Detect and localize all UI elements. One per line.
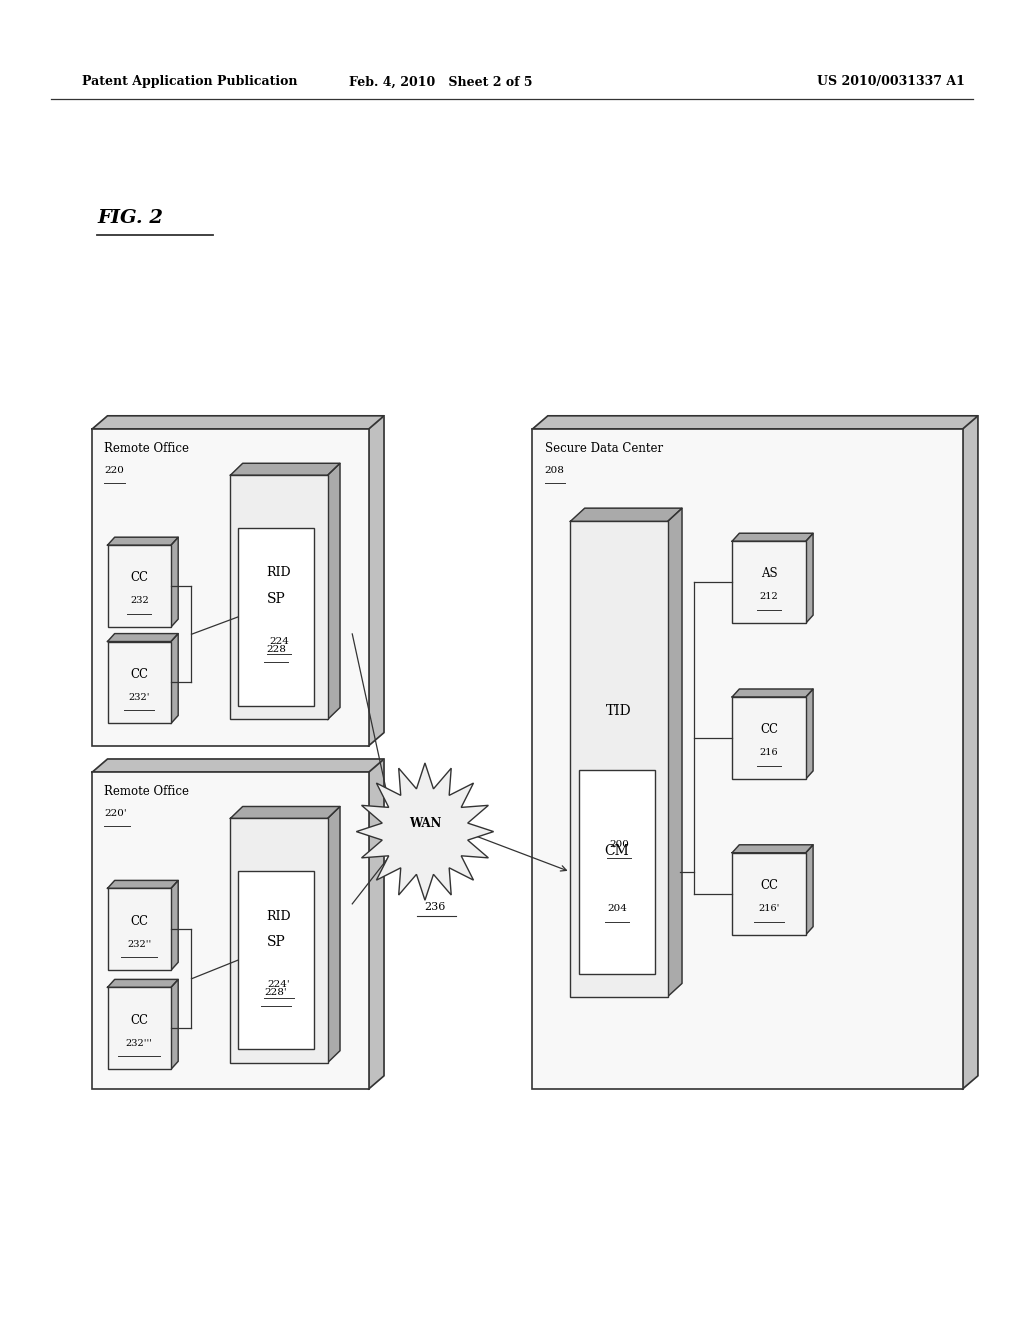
- Text: CC: CC: [130, 668, 148, 681]
- Text: 228: 228: [266, 644, 286, 653]
- Bar: [732, 697, 806, 779]
- Text: Secure Data Center: Secure Data Center: [545, 442, 663, 455]
- Polygon shape: [732, 689, 813, 697]
- Text: RID: RID: [266, 909, 292, 923]
- Polygon shape: [171, 537, 178, 627]
- Text: 204: 204: [607, 904, 627, 913]
- Polygon shape: [92, 416, 384, 429]
- Text: 200: 200: [609, 840, 629, 849]
- Polygon shape: [314, 861, 325, 1049]
- Polygon shape: [108, 880, 178, 888]
- Text: 224': 224': [267, 979, 291, 989]
- Text: AS: AS: [761, 568, 777, 581]
- Text: Remote Office: Remote Office: [104, 442, 189, 455]
- Text: 220': 220': [104, 809, 127, 818]
- Polygon shape: [806, 845, 813, 935]
- Polygon shape: [668, 508, 682, 997]
- Text: US 2010/0031337 A1: US 2010/0031337 A1: [817, 75, 965, 88]
- Polygon shape: [356, 763, 494, 900]
- Bar: [532, 429, 963, 1089]
- Polygon shape: [963, 416, 978, 1089]
- Polygon shape: [732, 845, 813, 853]
- Bar: [92, 772, 369, 1089]
- Text: WAN: WAN: [409, 817, 441, 830]
- Polygon shape: [579, 759, 666, 770]
- Bar: [238, 528, 314, 706]
- Polygon shape: [532, 416, 978, 429]
- Polygon shape: [806, 689, 813, 779]
- Polygon shape: [328, 463, 340, 719]
- Polygon shape: [108, 537, 178, 545]
- Polygon shape: [171, 880, 178, 970]
- Bar: [108, 888, 171, 970]
- Polygon shape: [369, 416, 384, 746]
- Polygon shape: [369, 759, 384, 1089]
- Text: 216': 216': [759, 904, 779, 913]
- Bar: [579, 770, 655, 974]
- Text: CM: CM: [604, 845, 630, 858]
- Polygon shape: [570, 508, 682, 521]
- Polygon shape: [171, 634, 178, 723]
- Polygon shape: [230, 807, 340, 818]
- Bar: [108, 642, 171, 723]
- Polygon shape: [108, 979, 178, 987]
- Text: Remote Office: Remote Office: [104, 785, 189, 799]
- Text: Patent Application Publication: Patent Application Publication: [82, 75, 297, 88]
- Polygon shape: [732, 533, 813, 541]
- Bar: [732, 541, 806, 623]
- Text: 232'': 232'': [127, 940, 152, 949]
- Bar: [238, 871, 314, 1049]
- Text: 224: 224: [269, 636, 289, 645]
- Text: 232': 232': [129, 693, 150, 702]
- Text: CC: CC: [130, 1014, 148, 1027]
- Text: SP: SP: [266, 593, 286, 606]
- Text: Feb. 4, 2010   Sheet 2 of 5: Feb. 4, 2010 Sheet 2 of 5: [348, 75, 532, 88]
- Text: SP: SP: [266, 936, 286, 949]
- Bar: [92, 429, 369, 746]
- Text: CC: CC: [130, 572, 148, 585]
- Text: 236: 236: [425, 902, 445, 912]
- Bar: [570, 521, 668, 997]
- Text: 208: 208: [545, 466, 564, 475]
- Polygon shape: [171, 979, 178, 1069]
- Polygon shape: [92, 759, 384, 772]
- Bar: [732, 853, 806, 935]
- Polygon shape: [806, 533, 813, 623]
- Text: 216: 216: [760, 748, 778, 758]
- Polygon shape: [655, 759, 666, 974]
- Polygon shape: [314, 517, 325, 706]
- Polygon shape: [238, 517, 325, 528]
- Text: CC: CC: [130, 915, 148, 928]
- Polygon shape: [230, 463, 340, 475]
- Text: 212: 212: [760, 593, 778, 602]
- Text: RID: RID: [266, 566, 292, 579]
- Bar: [230, 475, 328, 719]
- Bar: [108, 545, 171, 627]
- Bar: [108, 987, 171, 1069]
- Polygon shape: [328, 807, 340, 1063]
- Polygon shape: [238, 861, 325, 871]
- Text: CC: CC: [760, 723, 778, 737]
- Text: 232: 232: [130, 597, 148, 606]
- Text: FIG. 2: FIG. 2: [97, 209, 163, 227]
- Text: CC: CC: [760, 879, 778, 892]
- Bar: [230, 818, 328, 1063]
- Polygon shape: [108, 634, 178, 642]
- Text: 220: 220: [104, 466, 124, 475]
- Text: 228': 228': [264, 987, 288, 997]
- Text: TID: TID: [606, 705, 632, 718]
- Text: 232''': 232''': [126, 1039, 153, 1048]
